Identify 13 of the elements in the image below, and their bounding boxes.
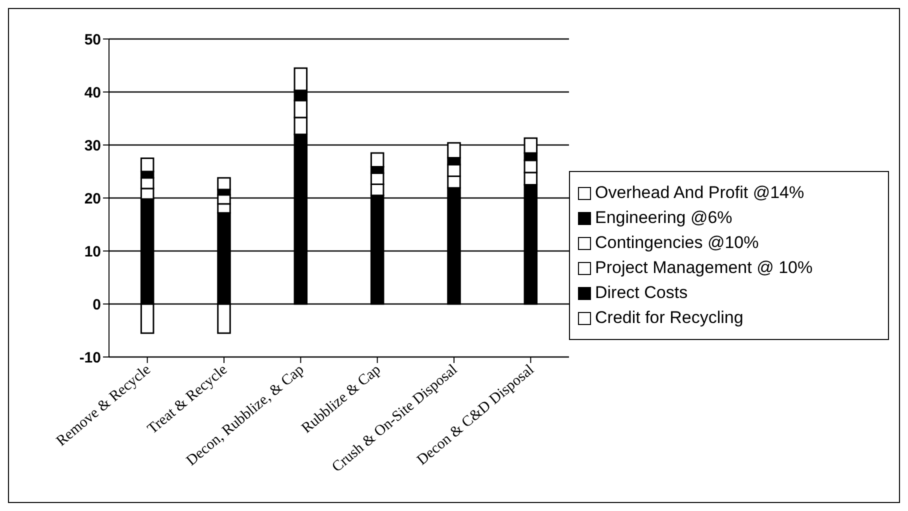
y-tick-label: 10: [84, 243, 101, 260]
legend-label: Credit for Recycling: [595, 308, 744, 328]
legend-label: Project Management @ 10%: [595, 258, 813, 278]
legend-label: Engineering @6%: [595, 208, 732, 228]
y-tick-label: -10: [79, 349, 101, 366]
y-tick-label: 40: [84, 84, 101, 102]
legend-label: Contingencies @10%: [595, 233, 759, 253]
y-tick-label: 0: [92, 296, 101, 314]
y-tick-label: 20: [84, 190, 101, 208]
y-tick-label: 50: [84, 31, 101, 48]
y-tick-label: 30: [84, 137, 101, 154]
legend-label: Overhead And Profit @14%: [595, 183, 804, 203]
legend-label: Direct Costs: [595, 283, 688, 303]
